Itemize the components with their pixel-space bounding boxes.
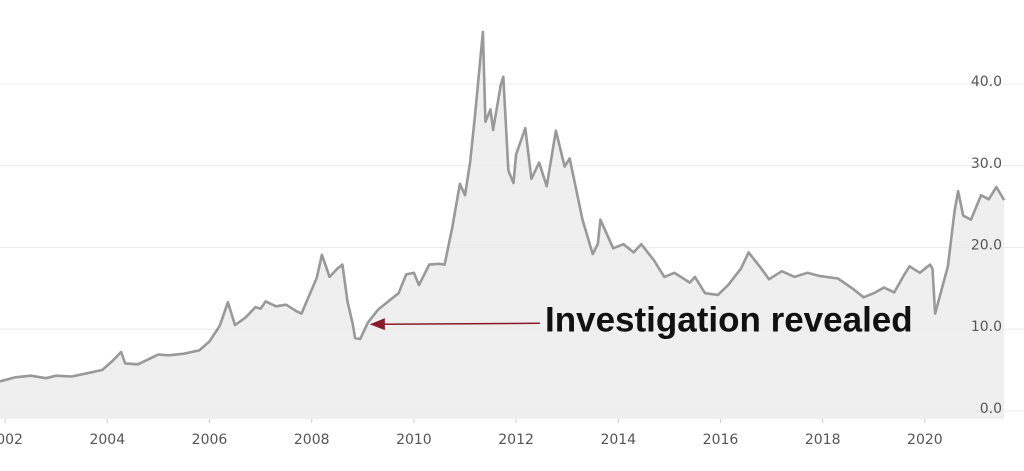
x-tick-label: 2018: [805, 432, 841, 448]
x-tick-label: 2020: [907, 432, 943, 448]
x-tick-label: 2002: [0, 432, 23, 448]
y-tick-label: 20.0: [971, 237, 1002, 253]
area-fill: [0, 31, 1005, 420]
x-tick-label: 2006: [192, 432, 228, 448]
x-tick-label: 2016: [703, 432, 739, 448]
annotation-arrow: [369, 318, 541, 331]
x-tick-label: 2008: [294, 432, 330, 448]
y-tick-label: 40.0: [971, 74, 1002, 90]
annotation-text: Investigation revealed: [545, 300, 913, 339]
x-tick-label: 2010: [396, 432, 432, 448]
y-tick-label: 30.0: [971, 156, 1002, 172]
y-tick-label: 10.0: [971, 319, 1002, 335]
y-tick-label: 0.0: [980, 401, 1002, 417]
price-line: [0, 30, 1006, 383]
x-tick-label: 2014: [600, 432, 636, 448]
x-tick-label: 2004: [89, 432, 125, 448]
x-tick-label: 2012: [498, 432, 534, 448]
